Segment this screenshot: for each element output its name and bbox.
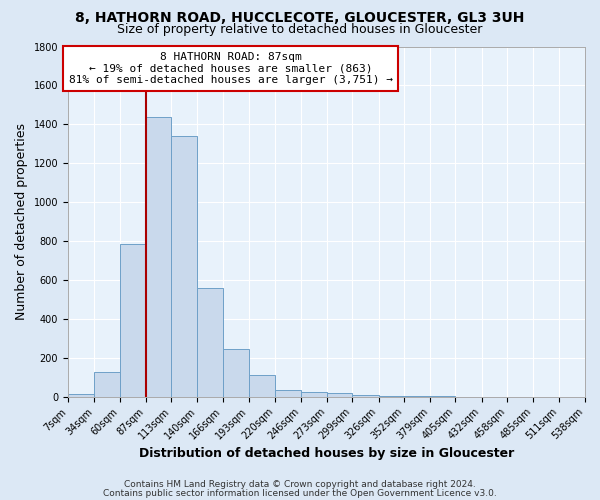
Y-axis label: Number of detached properties: Number of detached properties <box>15 123 28 320</box>
Bar <box>275 390 301 397</box>
Text: Contains public sector information licensed under the Open Government Licence v3: Contains public sector information licen… <box>103 488 497 498</box>
Text: 8 HATHORN ROAD: 87sqm
← 19% of detached houses are smaller (863)
81% of semi-det: 8 HATHORN ROAD: 87sqm ← 19% of detached … <box>69 52 393 85</box>
Bar <box>379 396 404 397</box>
Bar <box>327 393 352 397</box>
Text: Size of property relative to detached houses in Gloucester: Size of property relative to detached ho… <box>118 22 482 36</box>
Bar <box>68 394 94 397</box>
X-axis label: Distribution of detached houses by size in Gloucester: Distribution of detached houses by size … <box>139 447 514 460</box>
Bar <box>249 376 275 397</box>
Bar <box>119 244 146 397</box>
Bar <box>197 288 223 397</box>
Bar <box>404 396 430 397</box>
Bar <box>171 136 197 397</box>
Text: Contains HM Land Registry data © Crown copyright and database right 2024.: Contains HM Land Registry data © Crown c… <box>124 480 476 489</box>
Bar <box>146 116 171 397</box>
Text: 8, HATHORN ROAD, HUCCLECOTE, GLOUCESTER, GL3 3UH: 8, HATHORN ROAD, HUCCLECOTE, GLOUCESTER,… <box>76 12 524 26</box>
Bar <box>301 392 327 397</box>
Bar <box>223 349 249 397</box>
Bar <box>352 395 379 397</box>
Bar <box>94 372 119 397</box>
